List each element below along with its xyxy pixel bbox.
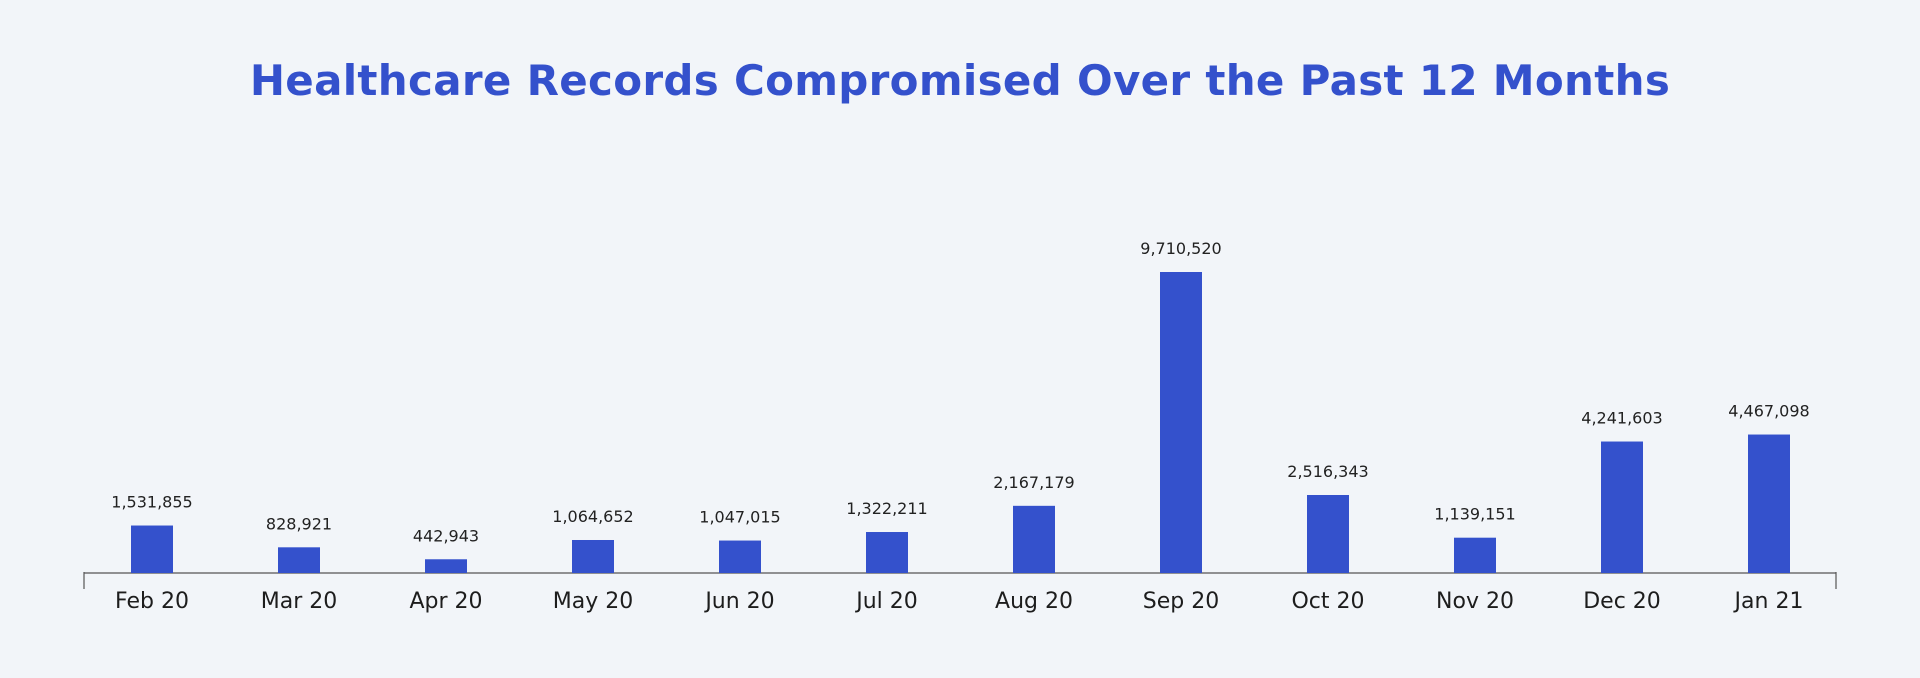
chart-title: Healthcare Records Compromised Over the … [249,56,1671,105]
x-tick-label: May 20 [553,589,633,614]
bar-jun-20 [719,540,761,573]
data-label: 2,167,179 [993,473,1074,492]
x-tick-label: Jun 20 [703,589,774,614]
data-label: 1,531,855 [111,493,192,512]
bar-sep-20 [1160,272,1202,573]
bar-nov-20 [1454,537,1496,573]
x-tick-label: Jul 20 [854,589,918,614]
bar-apr-20 [425,559,467,573]
data-label: 2,516,343 [1287,462,1368,481]
data-label: 1,322,211 [846,499,927,518]
x-tick-label: Oct 20 [1291,589,1364,614]
x-tick-label: Feb 20 [115,589,189,614]
bar-mar-20 [278,547,320,573]
data-label: 442,943 [413,526,479,545]
data-label: 1,064,652 [552,507,633,526]
x-tick-label: Aug 20 [995,589,1073,614]
x-tick-label: Dec 20 [1583,589,1661,614]
data-label: 4,241,603 [1581,409,1662,428]
bar-jul-20 [866,532,908,573]
data-label: 1,139,151 [1434,505,1515,524]
bar-feb-20 [131,525,173,573]
x-tick-label: Sep 20 [1143,589,1219,614]
bar-jan-21 [1748,434,1790,573]
x-tick-label: Apr 20 [409,589,482,614]
x-tick-label: Mar 20 [261,589,338,614]
bar-dec-20 [1601,441,1643,573]
data-label: 1,047,015 [699,508,780,527]
data-label: 828,921 [266,514,332,533]
bar-aug-20 [1013,505,1055,573]
data-label: 9,710,520 [1140,239,1221,258]
data-label: 4,467,098 [1728,402,1809,421]
x-tick-label: Nov 20 [1436,589,1514,614]
x-tick-label: Jan 21 [1733,589,1804,614]
bar-oct-20 [1307,495,1349,573]
bar-may-20 [572,539,614,573]
